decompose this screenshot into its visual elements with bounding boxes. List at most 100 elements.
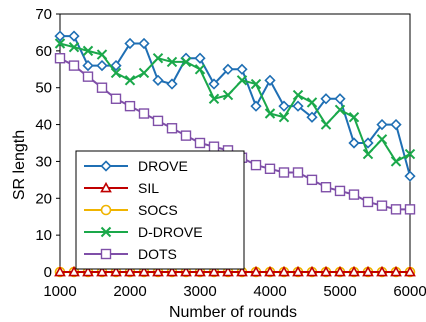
data-point-drove [82, 59, 94, 72]
legend: DROVE SIL SOCS D-DROVE DOTS [75, 150, 245, 270]
x-marker-stroke [362, 148, 374, 160]
data-point-sil [68, 265, 80, 277]
data-point-dots [166, 123, 178, 134]
data-point-drove [208, 78, 220, 90]
x-marker-stroke [348, 111, 360, 123]
data-point-dots [376, 200, 388, 211]
data-point-d-drove [138, 67, 150, 79]
data-point-dots [82, 71, 94, 82]
x-tick-label: 1000 [43, 283, 76, 300]
series-line-drove [60, 35, 411, 177]
data-point-dots [208, 141, 220, 152]
data-point-drove [250, 100, 262, 112]
y-axis-ticks: 0 10 20 30 40 50 60 70 [35, 6, 60, 281]
data-point-sil [222, 265, 234, 277]
data-point-d-drove [208, 93, 220, 104]
data-point-drove [376, 118, 388, 131]
data-point-d-drove [96, 49, 108, 60]
data-point-dots [320, 182, 332, 193]
data-point-d-drove [250, 78, 262, 90]
legend-swatch-marker [100, 204, 112, 216]
data-point-dots [250, 159, 262, 171]
data-point-sil [376, 265, 388, 277]
data-point-sil [404, 265, 416, 277]
data-point-sil [348, 265, 360, 277]
y-tick-label: 0 [44, 264, 52, 281]
data-point-d-drove [278, 111, 290, 123]
data-point-drove [124, 37, 136, 50]
data-point-d-drove [306, 97, 318, 108]
series-sil [54, 265, 416, 277]
legend-label: SIL [138, 180, 159, 196]
data-point-d-drove [390, 156, 402, 167]
x-marker-stroke [124, 75, 136, 86]
x-axis-ticks: 1000 2000 3000 4000 5000 6000 [43, 272, 426, 300]
data-point-drove [222, 63, 234, 75]
data-point-d-drove [362, 148, 374, 160]
data-point-drove [236, 63, 248, 75]
y-tick-label: 70 [35, 6, 52, 23]
x-marker-stroke [194, 64, 206, 75]
data-point-dots [96, 82, 108, 93]
x-marker-stroke [334, 104, 346, 116]
series-d-drove [54, 38, 416, 167]
data-point-sil [236, 265, 248, 277]
data-point-dots [68, 60, 80, 71]
data-point-drove [264, 74, 276, 86]
x-tick-label: 5000 [323, 283, 356, 300]
data-point-d-drove [152, 53, 164, 64]
data-point-drove [320, 93, 332, 105]
data-point-d-drove [264, 108, 276, 119]
data-point-sil [306, 265, 318, 277]
data-point-dots [390, 204, 402, 215]
data-point-drove [334, 93, 346, 105]
x-marker-stroke [264, 108, 276, 119]
legend-swatch-marker [100, 248, 112, 260]
data-point-sil [180, 265, 192, 277]
data-point-drove [138, 37, 150, 50]
data-point-drove [278, 100, 290, 112]
x-marker-stroke [320, 119, 332, 130]
data-point-dots [138, 108, 150, 119]
data-point-sil [194, 265, 206, 277]
data-point-sil [82, 265, 94, 277]
data-point-sil [334, 265, 346, 277]
data-point-drove [362, 137, 374, 149]
legend-swatch-marker [100, 160, 112, 172]
x-marker-stroke [110, 67, 122, 79]
data-point-sil [320, 265, 332, 277]
data-point-drove [68, 30, 80, 42]
y-tick-label: 40 [35, 117, 52, 134]
x-axis-label: Number of rounds [169, 304, 297, 321]
data-point-d-drove [124, 75, 136, 86]
data-point-d-drove [236, 75, 248, 86]
data-point-sil [264, 265, 276, 277]
x-marker-stroke [306, 97, 318, 108]
x-marker-stroke [54, 38, 66, 49]
y-tick-label: 10 [35, 227, 52, 244]
data-point-dots [264, 163, 276, 175]
data-point-dots [194, 137, 206, 149]
legend-label: DOTS [138, 246, 177, 262]
x-marker-stroke [152, 53, 164, 64]
x-tick-label: 2000 [113, 283, 146, 300]
legend-item-sil: SIL [84, 180, 159, 196]
data-point-dots [110, 93, 122, 104]
legend-item-dots: DOTS [84, 246, 177, 262]
data-point-drove [96, 59, 108, 72]
data-point-drove [54, 30, 66, 42]
data-point-d-drove [404, 148, 416, 160]
legend-swatch-marker [100, 181, 112, 193]
data-point-d-drove [166, 56, 178, 68]
data-point-d-drove [82, 45, 94, 57]
data-point-dots [152, 115, 164, 127]
y-tick-label: 60 [35, 43, 52, 60]
data-point-d-drove [54, 38, 66, 49]
data-point-d-drove [320, 119, 332, 130]
data-point-d-drove [68, 41, 80, 53]
data-point-sil [110, 265, 122, 277]
data-point-sil [250, 265, 262, 277]
legend-label: D-DROVE [138, 224, 203, 240]
data-point-dots [278, 167, 290, 178]
data-point-sil [152, 265, 164, 277]
